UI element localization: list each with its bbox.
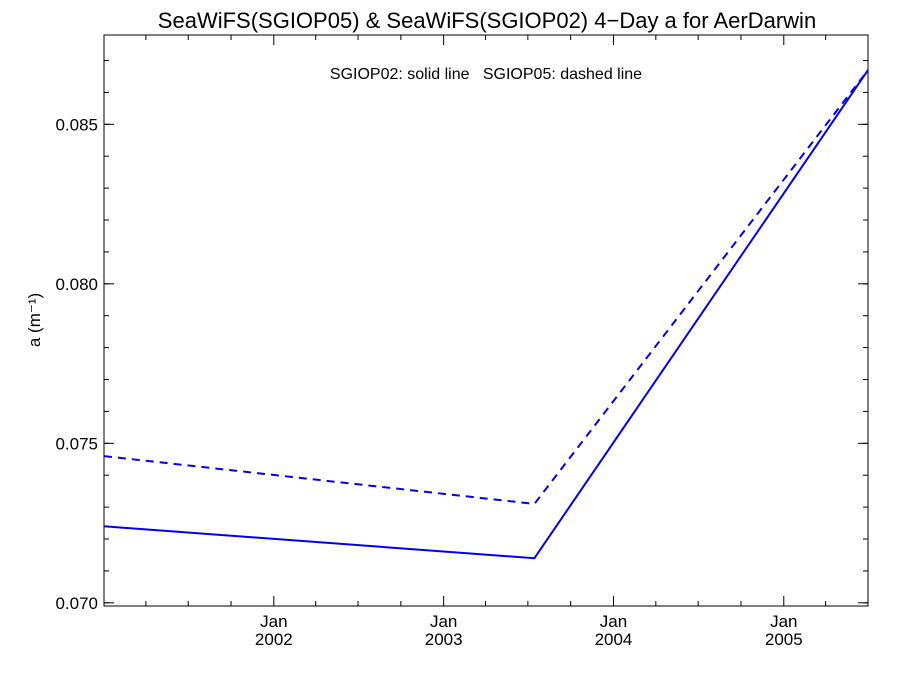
y-axis-label: a (m⁻¹) — [25, 293, 44, 347]
x-tick-month: Jan — [600, 612, 627, 631]
series-line-sgiop05-dashed — [103, 69, 869, 505]
chart-title: SeaWiFS(SGIOP05) & SeaWiFS(SGIOP02) 4−Da… — [158, 8, 816, 33]
y-tick-label: 0.085 — [55, 115, 98, 134]
y-tick-label: 0.070 — [55, 594, 98, 613]
y-tick-label: 0.080 — [55, 275, 98, 294]
plot-frame — [103, 34, 869, 607]
x-tick-month: Jan — [430, 612, 457, 631]
legend-annotation: SGIOP02: solid line SGIOP05: dashed line — [330, 66, 642, 83]
y-tick-label: 0.075 — [55, 434, 98, 453]
x-tick-year: 2002 — [255, 630, 293, 649]
x-tick-year: 2004 — [595, 630, 633, 649]
series-line-sgiop02-solid — [103, 69, 869, 560]
x-tick-year: 2003 — [425, 630, 463, 649]
x-tick-year: 2005 — [765, 630, 803, 649]
x-tick-month: Jan — [770, 612, 797, 631]
x-tick-month: Jan — [260, 612, 287, 631]
